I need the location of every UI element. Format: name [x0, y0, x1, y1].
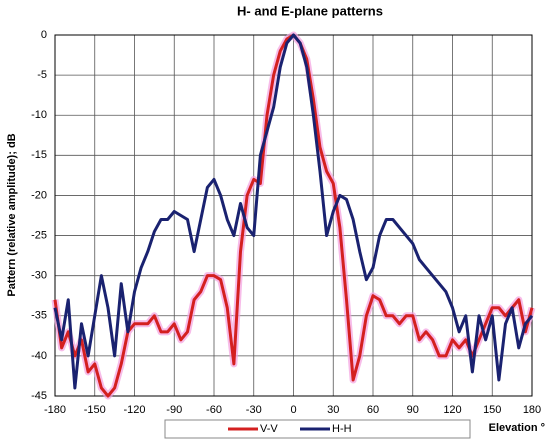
y-tick-label: -25	[31, 229, 47, 241]
x-tick-label: 150	[483, 404, 501, 416]
chart-title: H- and E-plane patterns	[237, 3, 383, 18]
y-tick-label: -45	[31, 390, 47, 402]
x-axis-title: Elevation °	[489, 422, 545, 434]
y-axis-title: Pattern (relative amplitude); dB	[6, 133, 18, 296]
y-tick-label: -30	[31, 270, 47, 282]
y-tick-label: -35	[31, 310, 47, 322]
legend-label: V-V	[260, 423, 278, 435]
x-tick-label: -30	[246, 404, 262, 416]
x-tick-label: 120	[443, 404, 461, 416]
x-tick-label: 60	[367, 404, 379, 416]
x-tick-label: 30	[327, 404, 339, 416]
x-tick-label: -120	[123, 404, 145, 416]
x-tick-label: -90	[166, 404, 182, 416]
y-tick-label: -10	[31, 109, 47, 121]
x-tick-label: -150	[84, 404, 106, 416]
y-tick-label: -15	[31, 149, 47, 161]
x-tick-label: -60	[206, 404, 222, 416]
legend-label: H-H	[332, 423, 352, 435]
line	[53, 33, 534, 390]
x-tick-label: 0	[290, 404, 296, 416]
y-tick-label: 0	[41, 29, 47, 41]
x-tick-label: 90	[407, 404, 419, 416]
x-tick-label: 180	[523, 404, 541, 416]
y-tick-label: -40	[31, 350, 47, 362]
y-tick-label: -20	[31, 189, 47, 201]
x-tick-label: -180	[44, 404, 66, 416]
y-tick-label: -5	[37, 69, 47, 81]
legend-box	[164, 419, 471, 439]
